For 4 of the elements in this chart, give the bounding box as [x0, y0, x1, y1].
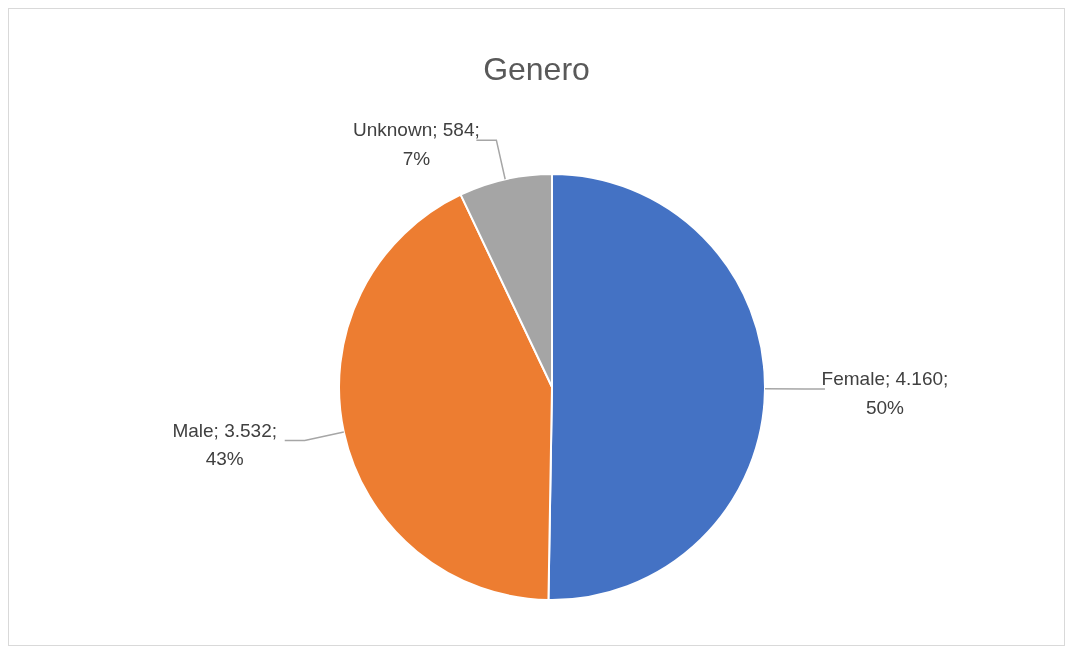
slice-label: Female; 4.160; 50%: [821, 368, 949, 418]
slice-label: Unknown; 584; 7%: [353, 119, 480, 169]
chart-title: Genero: [482, 51, 591, 88]
slice-label: Male; 3.532; 43%: [172, 419, 278, 470]
